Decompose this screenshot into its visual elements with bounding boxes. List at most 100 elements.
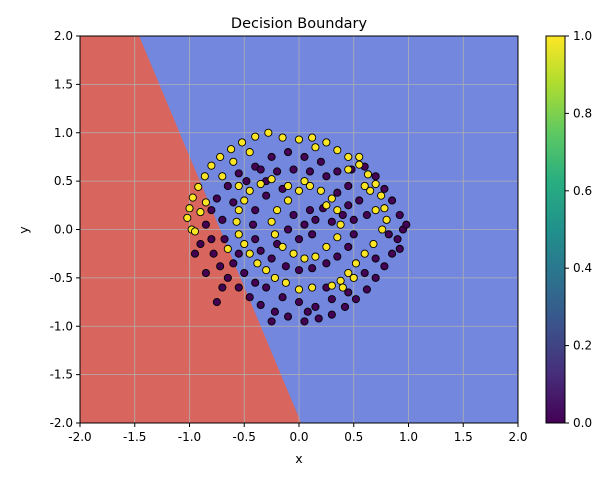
point-class-1: [289, 249, 298, 258]
y-tick-label: 1.5: [54, 77, 73, 91]
point-class-0: [289, 165, 298, 174]
point-class-1: [338, 283, 347, 292]
x-tick-label: 0.5: [344, 430, 363, 444]
point-class-1: [333, 146, 342, 155]
y-tick-label: 2.0: [54, 29, 73, 43]
point-class-0: [248, 220, 258, 229]
point-class-1: [194, 182, 203, 191]
point-class-1: [316, 186, 325, 195]
point-class-1: [270, 230, 279, 239]
point-class-0: [371, 254, 380, 263]
colorbar-tick-label: 0.0: [573, 416, 592, 430]
point-class-1: [278, 242, 287, 251]
point-class-0: [278, 293, 287, 302]
point-class-0: [344, 242, 353, 251]
point-class-1: [270, 273, 279, 282]
point-class-1: [377, 191, 386, 200]
point-class-1: [283, 181, 293, 191]
point-class-1: [351, 259, 360, 268]
point-class-1: [305, 181, 315, 191]
point-class-0: [240, 268, 249, 278]
point-class-1: [355, 160, 364, 169]
point-class-1: [234, 181, 243, 191]
point-class-0: [388, 196, 397, 205]
point-class-0: [281, 262, 290, 271]
point-class-0: [283, 225, 293, 234]
point-class-0: [262, 191, 271, 200]
point-class-1: [327, 281, 336, 290]
point-class-1: [308, 283, 317, 292]
point-class-1: [371, 179, 380, 189]
point-class-1: [294, 285, 304, 294]
x-axis-ticks: -2.0 -1.5 -1.0 -0.5 0.0 0.5 1.0 1.5 2.0: [68, 423, 528, 444]
point-class-0: [201, 220, 210, 229]
point-class-1: [183, 213, 192, 222]
y-tick-label: 0.5: [54, 174, 73, 188]
point-class-0: [360, 268, 369, 278]
point-class-1: [223, 244, 232, 253]
point-class-0: [322, 259, 331, 268]
point-class-0: [209, 249, 218, 258]
point-class-1: [185, 204, 194, 213]
point-class-1: [344, 152, 353, 161]
point-class-0: [273, 167, 282, 176]
point-class-0: [207, 235, 216, 244]
colorbar-tick-label: 1.0: [573, 29, 592, 43]
point-class-1: [333, 233, 342, 242]
x-tick-label: -0.5: [233, 430, 256, 444]
point-class-0: [212, 194, 221, 203]
point-class-0: [388, 249, 397, 258]
point-class-0: [251, 278, 260, 287]
point-class-1: [245, 186, 254, 195]
point-class-1: [283, 196, 293, 205]
y-tick-label: -0.5: [50, 271, 73, 285]
point-class-0: [308, 264, 317, 273]
point-class-0: [327, 295, 336, 304]
point-class-0: [344, 288, 353, 297]
point-class-0: [395, 244, 404, 253]
point-class-1: [216, 152, 225, 161]
point-class-0: [207, 206, 216, 215]
point-class-0: [338, 210, 347, 220]
colorbar-tick-label: 0.8: [573, 106, 592, 120]
point-class-0: [267, 152, 276, 161]
scatter-points: [183, 128, 411, 326]
point-class-1: [234, 230, 243, 239]
point-class-0: [267, 317, 276, 326]
point-class-1: [336, 220, 345, 229]
point-class-1: [245, 148, 254, 157]
point-class-0: [300, 220, 309, 229]
colorbar-tick-label: 0.2: [573, 339, 592, 353]
point-class-0: [229, 198, 238, 207]
x-tick-label: 1.0: [399, 430, 418, 444]
point-class-0: [234, 283, 243, 292]
point-class-1: [311, 143, 320, 152]
point-class-0: [229, 259, 238, 268]
y-tick-label: -1.5: [50, 368, 73, 382]
point-class-0: [283, 148, 293, 157]
point-class-1: [262, 266, 271, 275]
point-class-0: [294, 266, 304, 275]
point-class-0: [393, 235, 402, 244]
point-class-0: [362, 210, 371, 220]
point-class-0: [380, 262, 389, 271]
x-tick-label: -1.5: [123, 430, 146, 444]
point-class-1: [380, 204, 389, 213]
point-class-0: [242, 177, 251, 186]
point-class-0: [333, 167, 342, 176]
point-class-1: [369, 239, 378, 249]
point-class-1: [300, 254, 309, 263]
point-class-1: [267, 217, 276, 226]
point-class-1: [238, 138, 247, 147]
point-class-0: [344, 201, 353, 210]
x-tick-label: -2.0: [68, 430, 91, 444]
point-class-0: [234, 169, 243, 178]
point-class-1: [253, 259, 262, 268]
point-class-1: [232, 217, 241, 226]
point-class-1: [349, 273, 358, 282]
point-class-1: [256, 179, 265, 189]
point-class-1: [188, 193, 197, 202]
point-class-1: [294, 135, 304, 144]
point-class-1: [273, 206, 282, 215]
